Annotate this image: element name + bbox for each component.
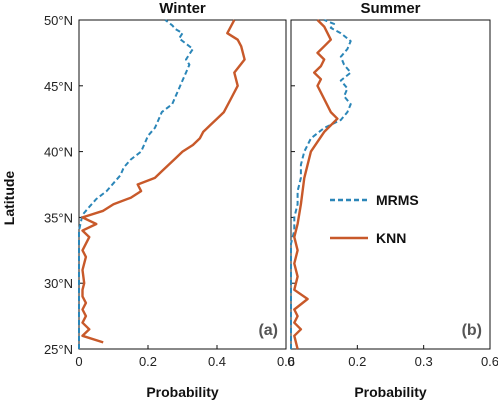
series-line-mrms <box>78 19 194 349</box>
series-line-mrms <box>290 19 352 349</box>
panel-tag: (b) <box>462 322 482 339</box>
series-group <box>78 19 246 349</box>
y-tick-label: 45°N <box>44 79 73 94</box>
legend-label-knn: KNN <box>376 230 406 246</box>
panel-frame <box>290 19 491 350</box>
series-line-knn <box>293 19 339 350</box>
legend: MRMS KNN <box>330 192 419 246</box>
panel-frame <box>78 19 287 350</box>
x-tick-label: 0.6 <box>277 354 295 369</box>
y-tick-label: 30°N <box>44 276 73 291</box>
x-tick-label: 0 <box>287 354 294 369</box>
x-axis-label: Probability <box>354 384 427 400</box>
y-tick-label: 35°N <box>44 210 73 225</box>
y-tick-label: 25°N <box>44 342 73 357</box>
x-ticks: 0 0.2 0.3 0.6 <box>287 19 498 369</box>
panel-title: Winter <box>159 0 206 17</box>
legend-label-mrms: MRMS <box>376 192 419 208</box>
panel-tag: (a) <box>258 322 278 339</box>
x-tick-label: 0.4 <box>208 354 226 369</box>
x-tick-label: 0 <box>75 354 82 369</box>
series-line-knn <box>81 19 246 344</box>
panel-winter: Winter (a) Probability 25°N 30°N 35°N 40°N 4… <box>44 0 295 400</box>
x-tick-label: 0.3 <box>415 354 433 369</box>
x-axis-label: Probability <box>146 384 219 400</box>
y-tick-label: 40°N <box>44 145 73 160</box>
panel-title: Summer <box>360 0 420 17</box>
panel-summer: Summer (b) Probability 0 0.2 0.3 0.6 <box>287 0 498 400</box>
x-tick-label: 0.2 <box>348 354 366 369</box>
y-axis-label: Latitude <box>1 171 17 226</box>
x-tick-label: 0.2 <box>139 354 157 369</box>
x-ticks: 0 0.2 0.4 0.6 <box>75 345 295 369</box>
y-tick-label: 50°N <box>44 13 73 28</box>
series-group <box>290 19 352 350</box>
x-tick-label: 0.6 <box>481 354 498 369</box>
y-ticks: 25°N 30°N 35°N 40°N 45°N 50°N <box>44 13 83 357</box>
